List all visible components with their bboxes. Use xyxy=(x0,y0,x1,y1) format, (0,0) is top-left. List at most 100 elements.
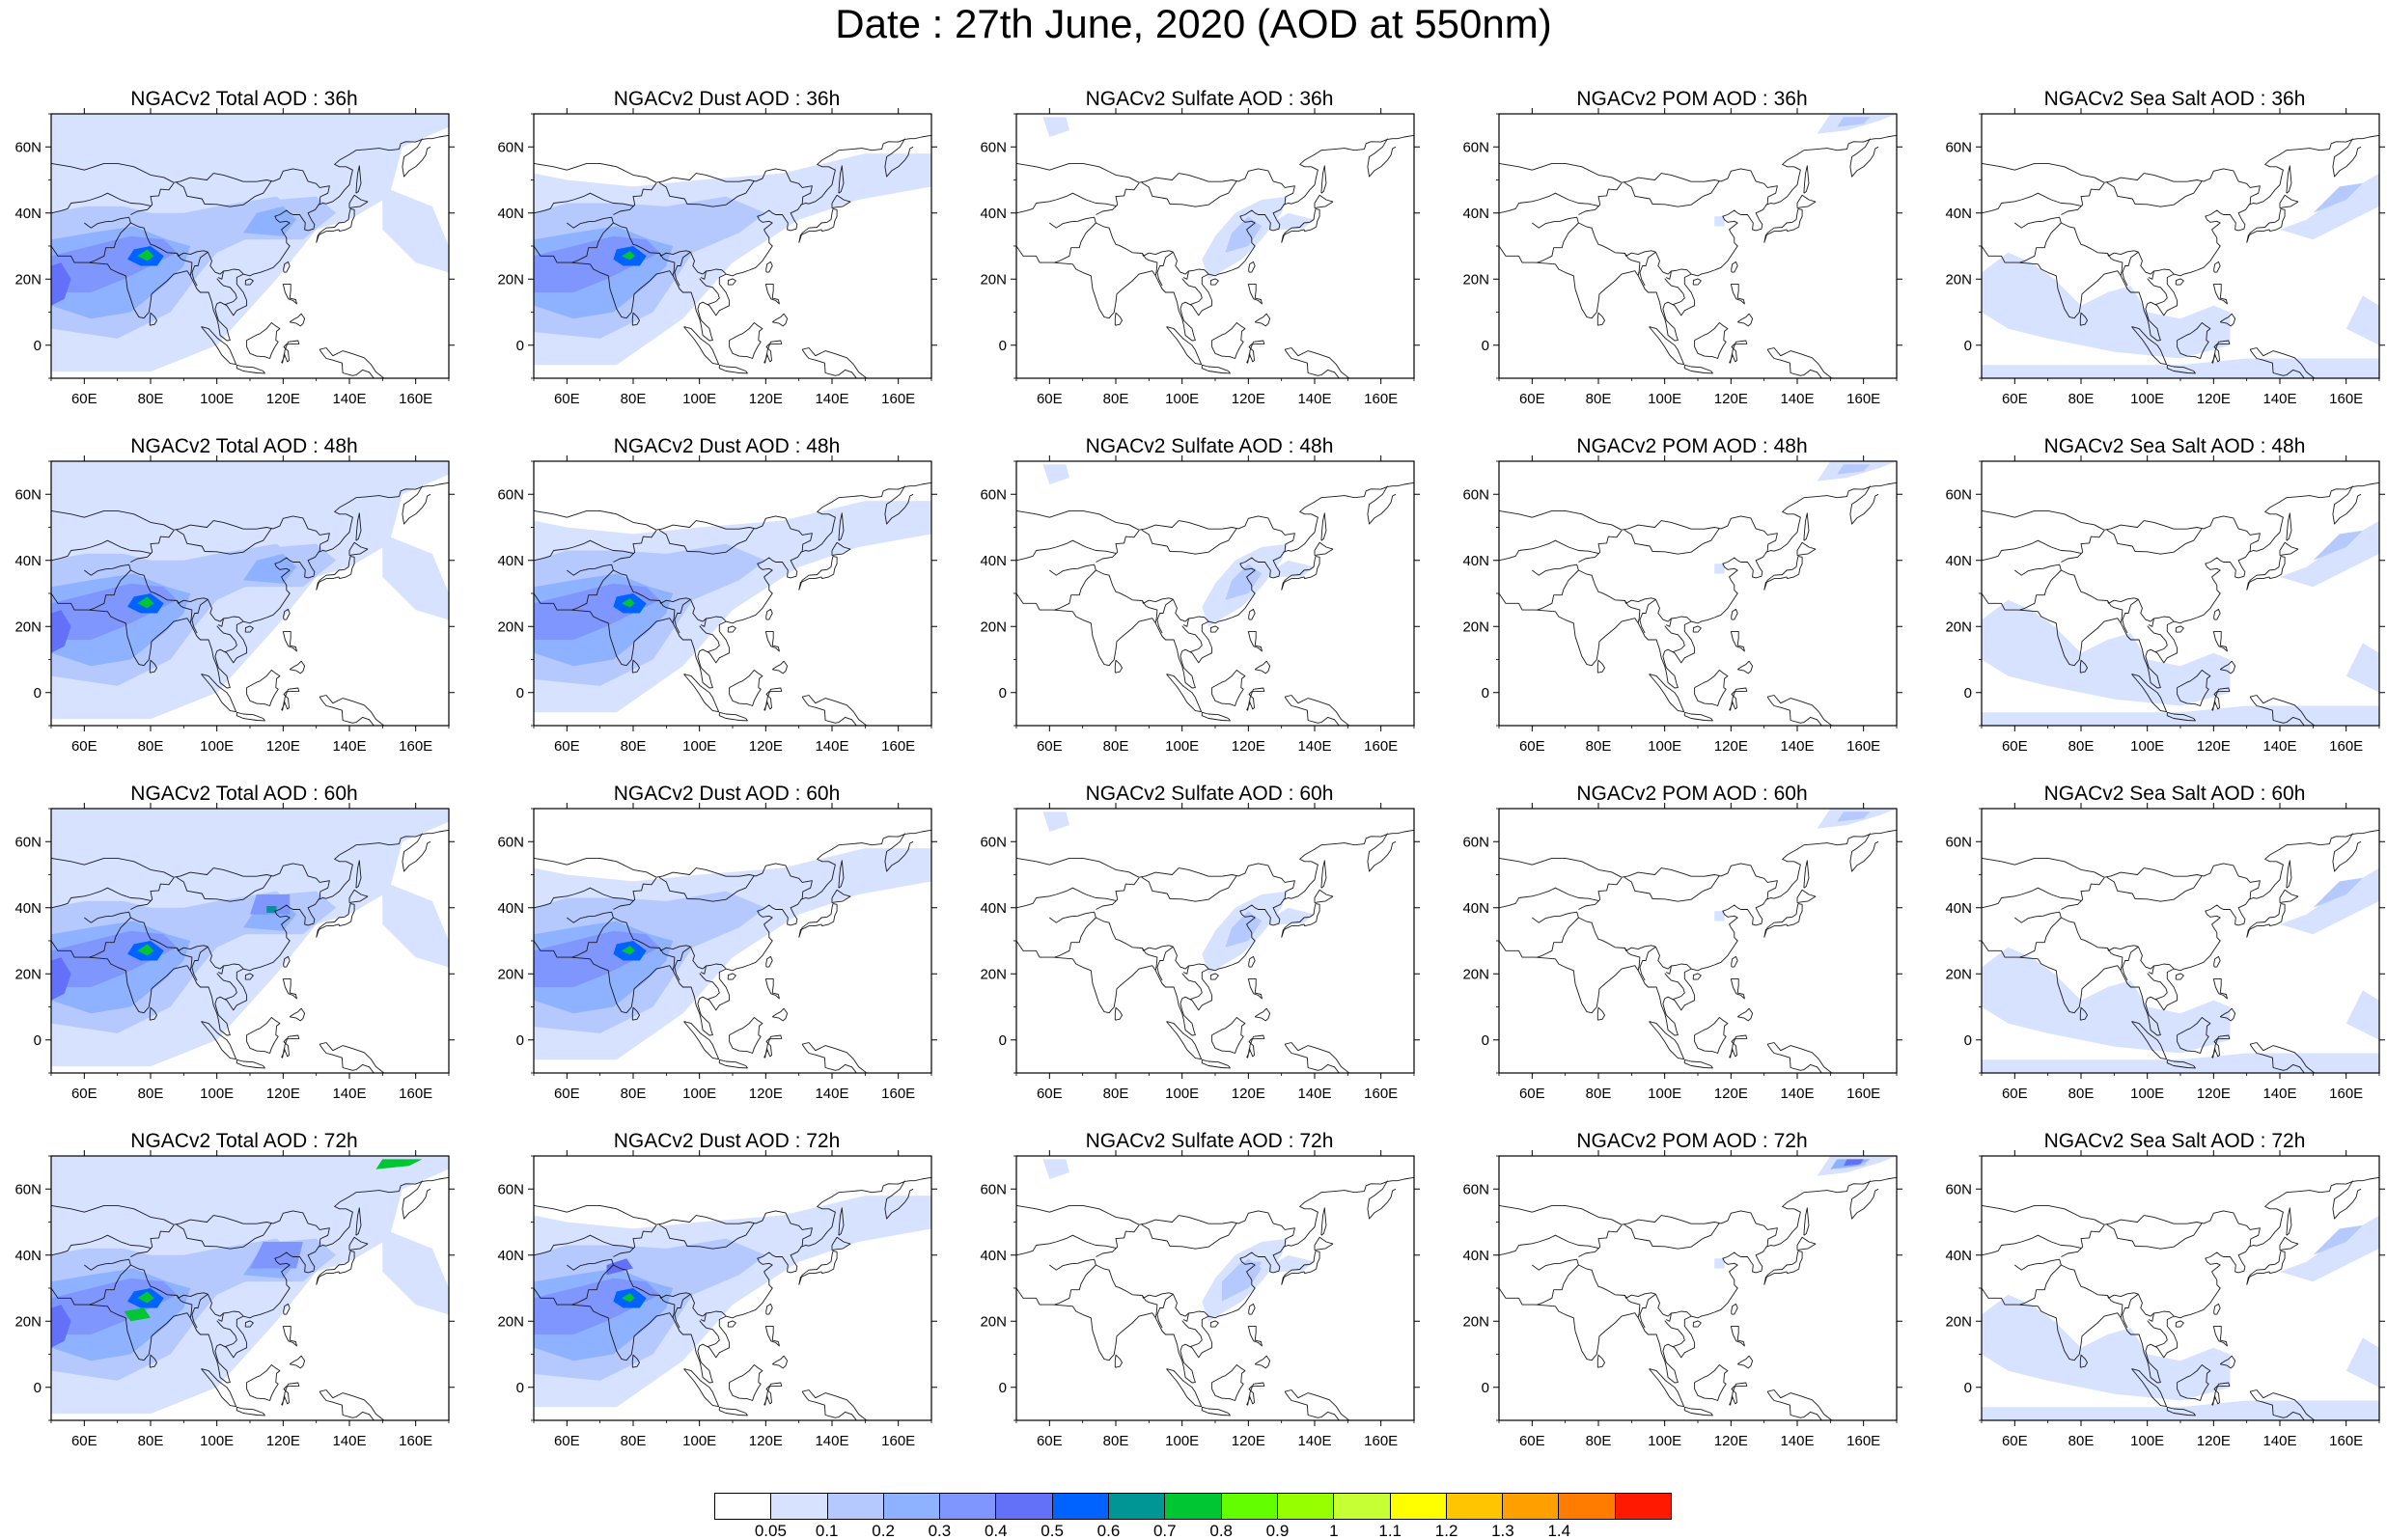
coastline xyxy=(2286,512,2292,541)
coastline xyxy=(2137,1294,2175,1317)
coastline xyxy=(2148,965,2154,975)
coastline xyxy=(1729,1034,1748,1059)
lon-tick-label: 140E xyxy=(332,391,366,407)
coastline xyxy=(319,695,385,726)
coastline xyxy=(1156,1293,1174,1329)
panel-title: NGACv2 Dust AOD : 72h xyxy=(613,1130,841,1152)
lon-tick-label: 140E xyxy=(815,1433,848,1449)
coastline xyxy=(348,541,369,557)
lat-tick-label: 0 xyxy=(516,685,524,701)
coastline xyxy=(1016,539,1117,562)
aod-field xyxy=(1982,173,2379,378)
coastline xyxy=(2219,1355,2236,1369)
lon-tick-label: 60E xyxy=(2002,738,2028,755)
lon-tick-label: 140E xyxy=(1780,391,1814,407)
coastline xyxy=(2175,278,2184,286)
coastline xyxy=(1766,1042,1833,1073)
coastline xyxy=(348,1236,369,1251)
lat-tick-label: 0 xyxy=(1482,685,1489,701)
coastline xyxy=(2166,1059,2196,1069)
coastline xyxy=(1182,618,1189,627)
map-panel: NGACv2 Dust AOD : 60h 60N 40N 20N 0 60E 80E 100… xyxy=(486,782,968,1129)
coastline xyxy=(2122,598,2139,634)
coastline xyxy=(1982,857,2261,900)
aod-map: 60N 40N 20N 0 60E 80E 100E 120E 140E 160E xyxy=(14,108,455,407)
coastline xyxy=(718,364,748,374)
coastline xyxy=(1982,162,2261,206)
lat-tick-label: 60N xyxy=(14,1181,42,1197)
lat-tick-label: 60N xyxy=(980,834,1007,850)
coastline xyxy=(1596,659,1605,674)
lat-tick-label: 60N xyxy=(1462,1181,1489,1197)
lat-tick-label: 40N xyxy=(980,900,1007,917)
aod-map: 60N 40N 20N 0 60E 80E 100E 120E 140E 160E xyxy=(980,1150,1420,1449)
coastline xyxy=(1654,252,1692,275)
coastline xyxy=(1181,973,1203,1001)
lat-tick-label: 0 xyxy=(1964,338,1972,354)
lon-tick-label: 80E xyxy=(138,1086,164,1102)
coastlines xyxy=(534,481,931,726)
lon-tick-label: 100E xyxy=(1648,1433,1681,1449)
coastline xyxy=(207,1294,244,1317)
lat-tick-label: 40N xyxy=(1462,553,1489,569)
coastlines xyxy=(1016,829,1414,1073)
coastline xyxy=(674,1293,691,1329)
lat-tick-label: 60N xyxy=(980,1181,1007,1197)
coastline xyxy=(729,1364,763,1401)
lon-tick-label: 140E xyxy=(332,1433,366,1449)
aod-contour xyxy=(1042,1159,1069,1179)
aod-map: 60N 40N 20N 0 60E 80E 100E 120E 140E 160E xyxy=(1945,803,2385,1102)
aod-contour xyxy=(2345,990,2379,1040)
aod-contour xyxy=(1714,911,1725,921)
coastline xyxy=(1982,1204,2261,1248)
lat-tick-label: 60N xyxy=(1462,139,1489,155)
lon-tick-label: 120E xyxy=(1232,1433,1265,1449)
lat-tick-label: 0 xyxy=(34,685,42,701)
colorbar-box xyxy=(1559,1494,1616,1519)
coastline xyxy=(1201,1406,1231,1416)
colorbar-box xyxy=(1221,1494,1278,1519)
lat-tick-label: 20N xyxy=(1945,966,1972,982)
coastline xyxy=(831,541,851,557)
coastlines xyxy=(1499,829,1897,1073)
lat-tick-label: 20N xyxy=(497,271,524,288)
map-panel: NGACv2 Dust AOD : 72h 60N 40N 20N 0 60E 80E 100… xyxy=(486,1129,968,1476)
coastline xyxy=(1172,1294,1209,1317)
coastline xyxy=(319,347,385,378)
aod-contour xyxy=(1982,252,2231,359)
coastline xyxy=(534,857,813,900)
coastline xyxy=(1254,1355,1271,1369)
coastline xyxy=(699,625,720,653)
coastline xyxy=(1114,1354,1123,1368)
coastline xyxy=(51,192,152,214)
lat-tick-label: 60N xyxy=(1945,486,1972,503)
lon-tick-label: 160E xyxy=(1846,738,1880,755)
aod-map: 60N 40N 20N 0 60E 80E 100E 120E 140E 160E xyxy=(14,455,455,755)
coastline xyxy=(631,659,640,674)
coastline xyxy=(191,1293,208,1329)
coastline xyxy=(2177,670,2211,706)
coastline xyxy=(729,670,763,706)
colorbar-box xyxy=(1390,1494,1447,1519)
coastline xyxy=(2079,1006,2088,1021)
lat-tick-label: 40N xyxy=(497,1248,524,1264)
coastline xyxy=(2148,270,2154,280)
aod-colorbar xyxy=(714,1493,1672,1520)
coastline xyxy=(2219,660,2236,674)
coastline xyxy=(2131,1368,2168,1408)
coastline xyxy=(659,600,676,623)
coastline xyxy=(1982,829,2379,1036)
coastline xyxy=(1096,917,1174,951)
coastline xyxy=(1016,192,1117,214)
coastline xyxy=(534,1176,931,1384)
lon-tick-label: 80E xyxy=(1586,1433,1612,1449)
coastline xyxy=(281,1382,300,1406)
coastline xyxy=(1624,1295,1641,1318)
coastline xyxy=(1367,138,1397,178)
coastlines xyxy=(1016,1176,1414,1420)
coastline xyxy=(1049,216,1096,263)
lat-tick-label: 40N xyxy=(1945,553,1972,569)
lon-tick-label: 100E xyxy=(200,1433,234,1449)
aod-contour xyxy=(1714,216,1725,227)
